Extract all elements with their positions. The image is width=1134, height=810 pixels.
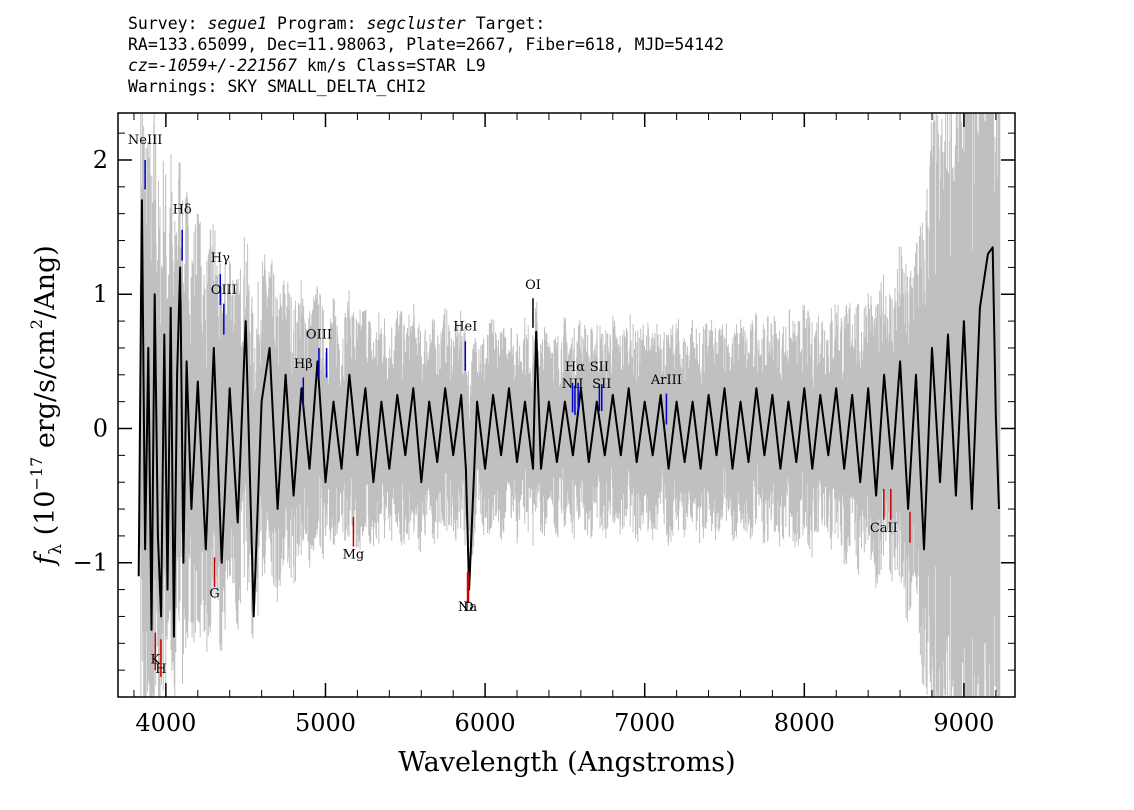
line-label-7: HeI (453, 319, 477, 334)
survey-value: segue1 (207, 14, 268, 33)
line-label-19: Na (458, 600, 477, 615)
line-label-18: Mg (343, 548, 365, 563)
line-label-4: Hβ (294, 357, 313, 372)
line-label-0: NeIII (128, 133, 162, 148)
flux-line (137, 199, 1000, 638)
svg-text:fλ (10−17 erg/s/cm2/Ang): fλ (10−17 erg/s/cm2/Ang) (27, 245, 66, 567)
y-axis-label: fλ (10−17 erg/s/cm2/Ang) (27, 245, 66, 567)
line-label-9: NII (562, 377, 584, 392)
x-tick-label-5: 9000 (933, 709, 994, 737)
line-label-16: H (155, 662, 166, 677)
axes: 4000 5000 6000 7000 8000 9000 −1 0 1 2 (73, 113, 1015, 737)
flux-series (137, 199, 1000, 638)
spectral-line-markers: NeIII Hδ Hγ OIII Hβ OIII HeI OI NII Hα SII SII ArIII… (128, 133, 911, 677)
header-line-coordinates: RA=133.65099, Dec=11.98063, Plate=2667, … (128, 35, 725, 54)
header-line-warnings: Warnings: SKY SMALL_DELTA_CHI2 (128, 77, 427, 96)
y-tick-label-0: −1 (73, 549, 108, 577)
line-label-2: Hγ (211, 251, 230, 266)
line-label-3: OIII (211, 283, 237, 298)
program-key: Program: (277, 14, 357, 33)
line-label-14: ArIII (650, 373, 682, 388)
x-tick-label-2: 6000 (455, 709, 516, 737)
line-label-10: Hα (565, 360, 585, 375)
line-label-13: SII (592, 377, 611, 392)
line-label-1: Hδ (173, 203, 192, 218)
x-tick-label-0: 4000 (135, 709, 196, 737)
header-line-redshift: cz=-1059+/-221567 km/s Class=STAR L9 (128, 55, 724, 76)
error-band (139, 113, 1001, 697)
cz-value: -1059+/-221567 (157, 56, 297, 75)
x-tick-label-4: 8000 (774, 709, 835, 737)
survey-key: Survey: (128, 14, 198, 33)
x-tick-label-1: 5000 (295, 709, 356, 737)
line-label-15: K (150, 652, 160, 667)
line-label-20: D (463, 600, 473, 615)
plot-frame (117, 112, 1016, 698)
cz-key: cz= (128, 56, 158, 75)
header-line-survey: Survey: segue1 Program: segcluster Targe… (128, 13, 724, 34)
line-label-17: G (209, 587, 219, 602)
program-value: segcluster (366, 14, 466, 33)
target-key: Target: (475, 14, 546, 33)
x-tick-label-3: 7000 (614, 709, 675, 737)
x-axis-label: Wavelength (Angstroms) (398, 747, 735, 778)
line-label-5: OIII (306, 328, 332, 343)
line-label-21: CaII (870, 521, 898, 536)
spectrum-header: Survey: segue1 Program: segcluster Targe… (128, 13, 724, 97)
y-tick-label-1: 0 (93, 414, 108, 442)
y-tick-label-3: 2 (93, 146, 108, 174)
error-band-path (139, 113, 1001, 697)
line-label-8: OI (525, 278, 541, 293)
line-label-12: SII (590, 360, 609, 375)
y-tick-label-2: 1 (93, 280, 108, 308)
class-text: km/s Class=STAR L9 (306, 56, 486, 75)
